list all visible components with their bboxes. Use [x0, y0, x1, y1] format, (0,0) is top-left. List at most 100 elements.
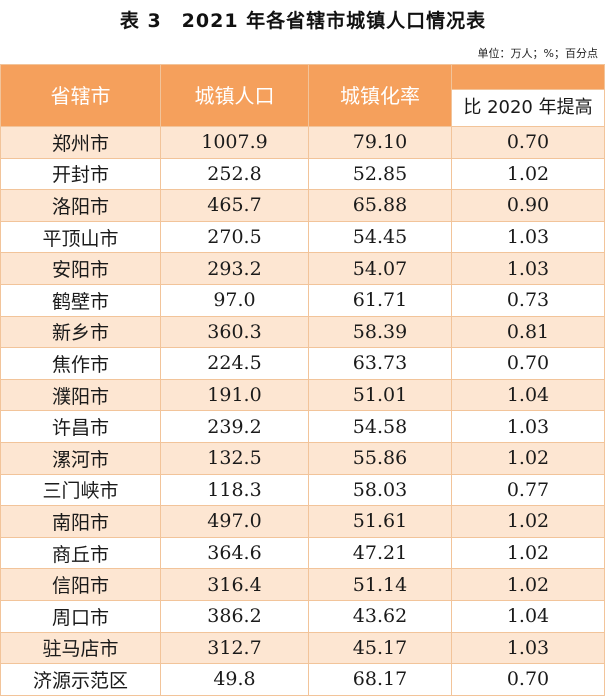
header-urban-population: 城镇人口 [160, 64, 309, 127]
change-cell: 1.04 [451, 378, 605, 412]
urban-population-cell: 1007.9 [160, 126, 309, 159]
urban-population-cell: 97.0 [160, 283, 309, 317]
urbanization-rate-cell: 79.10 [308, 126, 452, 159]
change-cell: 0.70 [451, 663, 605, 696]
urban-population-cell: 224.5 [160, 347, 309, 380]
urban-population-cell: 118.3 [160, 473, 309, 507]
city-cell: 周口市 [0, 599, 161, 633]
urbanization-rate-cell: 51.61 [308, 505, 452, 538]
city-cell: 濮阳市 [0, 378, 161, 412]
urban-population-cell: 316.4 [160, 568, 309, 601]
change-cell: 0.70 [451, 347, 605, 380]
city-cell: 洛阳市 [0, 189, 161, 222]
urban-population-cell: 132.5 [160, 441, 309, 475]
urban-population-cell: 239.2 [160, 410, 309, 443]
urbanization-rate-cell: 52.85 [308, 157, 452, 191]
urbanization-rate-cell: 51.01 [308, 378, 452, 412]
city-cell: 安阳市 [0, 252, 161, 285]
urbanization-rate-cell: 55.86 [308, 441, 452, 475]
table-row: 南阳市 497.0 51.61 1.02 [0, 505, 605, 538]
urban-population-cell: 270.5 [160, 220, 309, 254]
table-row: 安阳市 293.2 54.07 1.03 [0, 252, 605, 285]
urbanization-rate-cell: 68.17 [308, 663, 452, 696]
city-cell: 信阳市 [0, 568, 161, 601]
change-cell: 1.03 [451, 252, 605, 285]
change-cell: 1.02 [451, 568, 605, 601]
city-cell: 焦作市 [0, 347, 161, 380]
change-cell: 1.03 [451, 631, 605, 665]
table-row: 濮阳市 191.0 51.01 1.04 [0, 378, 605, 412]
city-cell: 鹤壁市 [0, 283, 161, 317]
urbanization-rate-cell: 58.03 [308, 473, 452, 507]
table-body: 郑州市 1007.9 79.10 0.70 开封市 252.8 52.85 1.02 洛阳市 46… [0, 126, 605, 696]
urbanization-rate-cell: 63.73 [308, 347, 452, 380]
city-cell: 南阳市 [0, 505, 161, 538]
urbanization-rate-cell: 45.17 [308, 631, 452, 665]
urbanization-rate-cell: 43.62 [308, 599, 452, 633]
city-cell: 开封市 [0, 157, 161, 191]
city-cell: 漯河市 [0, 441, 161, 475]
change-cell: 0.81 [451, 315, 605, 349]
city-cell: 许昌市 [0, 410, 161, 443]
urban-population-cell: 49.8 [160, 663, 309, 696]
header-city: 省辖市 [0, 64, 161, 127]
urbanization-rate-cell: 65.88 [308, 189, 452, 222]
table-row: 驻马店市 312.7 45.17 1.03 [0, 631, 605, 665]
change-cell: 0.90 [451, 189, 605, 222]
table-row: 鹤壁市 97.0 61.71 0.73 [0, 283, 605, 317]
table-row: 周口市 386.2 43.62 1.04 [0, 599, 605, 633]
change-cell: 1.02 [451, 441, 605, 475]
urban-population-cell: 497.0 [160, 505, 309, 538]
table-row: 三门峡市 118.3 58.03 0.77 [0, 473, 605, 507]
city-cell: 三门峡市 [0, 473, 161, 507]
table-row: 平顶山市 270.5 54.45 1.03 [0, 220, 605, 254]
urban-population-cell: 364.6 [160, 536, 309, 570]
urbanization-rate-cell: 54.58 [308, 410, 452, 443]
change-cell: 1.03 [451, 220, 605, 254]
change-cell: 1.03 [451, 410, 605, 443]
header-change-label: 比 2020 年提高 [452, 89, 604, 126]
table-row: 焦作市 224.5 63.73 0.70 [0, 347, 605, 380]
table-row: 信阳市 316.4 51.14 1.02 [0, 568, 605, 601]
city-cell: 平顶山市 [0, 220, 161, 254]
urban-population-cell: 360.3 [160, 315, 309, 349]
change-cell: 1.02 [451, 536, 605, 570]
urban-population-cell: 386.2 [160, 599, 309, 633]
urban-population-cell: 252.8 [160, 157, 309, 191]
urbanization-rate-cell: 54.07 [308, 252, 452, 285]
change-cell: 1.04 [451, 599, 605, 633]
table-row: 商丘市 364.6 47.21 1.02 [0, 536, 605, 570]
city-cell: 商丘市 [0, 536, 161, 570]
table-row: 新乡市 360.3 58.39 0.81 [0, 315, 605, 349]
change-cell: 0.77 [451, 473, 605, 507]
urbanization-rate-cell: 58.39 [308, 315, 452, 349]
city-cell: 新乡市 [0, 315, 161, 349]
table-row: 漯河市 132.5 55.86 1.02 [0, 441, 605, 475]
table-row: 开封市 252.8 52.85 1.02 [0, 157, 605, 191]
city-cell: 济源示范区 [0, 663, 161, 696]
table-row: 济源示范区 49.8 68.17 0.70 [0, 663, 605, 696]
header-row: 省辖市 城镇人口 城镇化率 比 2020 年提高 [0, 64, 605, 127]
header-change-vs-2020: 比 2020 年提高 [451, 64, 605, 127]
city-cell: 驻马店市 [0, 631, 161, 665]
urban-population-cell: 293.2 [160, 252, 309, 285]
change-cell: 0.73 [451, 283, 605, 317]
city-cell: 郑州市 [0, 126, 161, 159]
table-row: 郑州市 1007.9 79.10 0.70 [0, 126, 605, 159]
unit-note: 单位：万人；%；百分点 [477, 47, 598, 60]
table-title: 表 3 2021 年各省辖市城镇人口情况表 [119, 10, 487, 32]
urbanization-rate-cell: 51.14 [308, 568, 452, 601]
urbanization-rate-cell: 47.21 [308, 536, 452, 570]
urbanization-rate-cell: 61.71 [308, 283, 452, 317]
urban-population-cell: 191.0 [160, 378, 309, 412]
table-row: 许昌市 239.2 54.58 1.03 [0, 410, 605, 443]
urban-population-cell: 312.7 [160, 631, 309, 665]
table-row: 洛阳市 465.7 65.88 0.90 [0, 189, 605, 222]
header-band [452, 65, 604, 89]
change-cell: 1.02 [451, 505, 605, 538]
urban-population-cell: 465.7 [160, 189, 309, 222]
change-cell: 0.70 [451, 126, 605, 159]
change-cell: 1.02 [451, 157, 605, 191]
header-urbanization-rate: 城镇化率 [308, 64, 452, 127]
urban-population-table: 省辖市 城镇人口 城镇化率 比 2020 年提高 郑州市 1007.9 79.10 0… [0, 64, 605, 696]
